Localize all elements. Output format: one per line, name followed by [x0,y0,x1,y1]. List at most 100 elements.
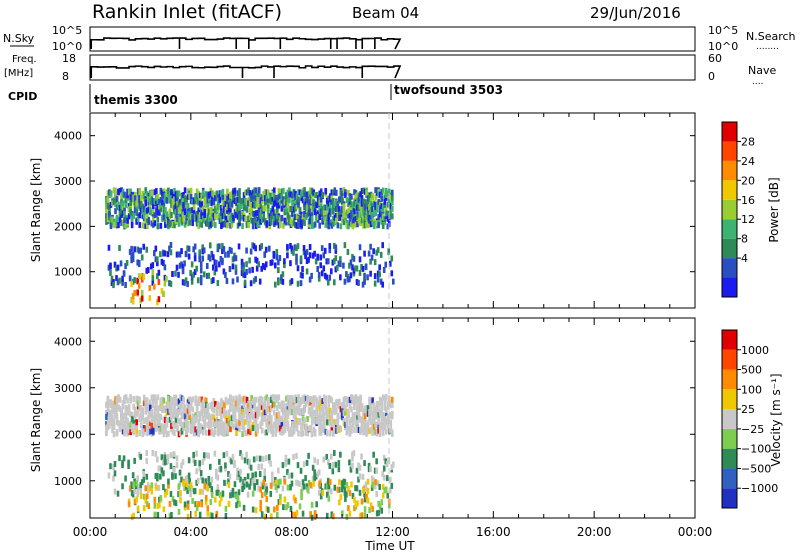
velocity-echo-cell [147,408,151,415]
velocity-echo-cell [236,422,240,429]
velocity-echo-cell [361,473,365,480]
velocity-echo-cell [324,408,328,415]
velocity-echo-cell [366,410,370,417]
power-echo-cell [262,215,266,222]
power-echo-cell [360,195,364,202]
velocity-echo-cell [144,417,148,424]
velocity-echo-cell [175,455,179,462]
power-echo-cell [365,214,368,221]
velocity-echo-cell [254,471,257,478]
power-echo-cell [136,191,140,198]
velocity-echo-cell [254,406,258,413]
velocity-echo-cell [333,484,337,491]
velocity-echo-cell [312,396,315,403]
velocity-echo-cell [365,404,368,411]
velocity-echo-cell [133,498,137,505]
power-echo-cell [302,245,306,252]
velocity-echo-cell [263,409,267,416]
velocity-echo-cell [203,406,207,413]
power-echo-cell [291,221,294,228]
velocity-echo-cell [111,406,114,413]
velocity-echo-cell [121,400,125,407]
velocity-echo-cell [173,430,176,437]
velocity-echo-cell [331,468,335,475]
velocity-echo-cell [171,472,174,479]
power-echo-cell [174,209,178,216]
power-echo-cell [266,212,270,219]
power-echo-cell [256,202,259,209]
velocity-echo-cell [383,487,387,494]
velocity-echo-cell [294,416,297,423]
velocity-echo-cell [203,411,207,418]
power-echo-cell [150,199,154,206]
velocity-echo-cell [371,481,374,488]
velocity-echo-cell [333,423,337,430]
power-echo-cell [233,209,237,216]
velocity-echo-cell [117,394,120,401]
power-echo-cell [330,189,334,196]
power-echo-cell [292,216,296,223]
velocity-echo-cell [243,480,247,487]
velocity-echo-cell [298,397,302,404]
velocity-echo-cell [381,394,385,401]
power-echo-cell [322,215,326,222]
power-echo-cell [133,191,137,198]
power-echo-cell [156,209,160,216]
velocity-echo-cell [325,483,329,490]
power-echo-cell [184,251,188,258]
power-echo-cell [363,278,366,285]
power-echo-cell [129,188,132,195]
power-echo-cell [316,266,319,273]
velocity-echo-cell [294,413,297,420]
power-echo-cell [311,252,315,259]
velocity-echo-cell [285,403,288,410]
power-echo-cell [189,187,193,194]
power-echo-cell [159,187,163,194]
power-echo-cell [289,218,293,225]
velocity-echo-cell [224,396,228,403]
power-echo-cell [273,200,276,207]
power-echo-cell [328,208,332,215]
velocity-echo-cell [344,495,347,502]
velocity-echo-cell [332,430,335,437]
power-echo-cell [114,191,117,198]
velocity-echo-cell [198,422,202,429]
velocity-echo-cell [253,416,256,423]
velocity-echo-cell [126,417,129,424]
power-echo-cell [159,251,162,258]
velocity-echo-cell [249,464,253,471]
power-echo-cell [334,255,338,262]
power-echo-cell [244,205,247,212]
power-echo-cell [279,221,282,228]
power-echo-cell [245,268,248,275]
power-echo-cell [108,204,111,211]
power-echo-cell [303,220,306,227]
power-echo-cell [321,217,325,224]
power-echo-cell [383,216,387,223]
velocity-echo-cell [377,417,380,424]
power-echo-cell [288,218,291,225]
velocity-echo-cell [138,404,141,411]
power-echo-cell [358,269,362,276]
power-echo-cell [136,188,140,195]
power-echo-cell [315,202,318,209]
velocity-echo-cell [383,404,387,411]
power-echo-cell [341,196,344,203]
power-echo-cell [327,212,331,219]
power-echo-cell [106,212,110,219]
velocity-echo-cell [307,480,311,487]
velocity-echo-cell [219,465,223,472]
power-echo-cell [318,199,321,206]
velocity-echo-cell [107,472,111,479]
velocity-echo-cell [180,428,184,435]
velocity-echo-cell [351,462,354,469]
power-echo-cell [310,188,314,195]
power-echo-cell [193,255,197,262]
power-echo-cell [248,201,252,208]
power-echo-cell [294,214,297,221]
power-echo-cell [147,196,151,203]
power-echo-cell [247,222,250,229]
power-echo-cell [286,198,290,205]
velocity-echo-cell [155,412,158,419]
